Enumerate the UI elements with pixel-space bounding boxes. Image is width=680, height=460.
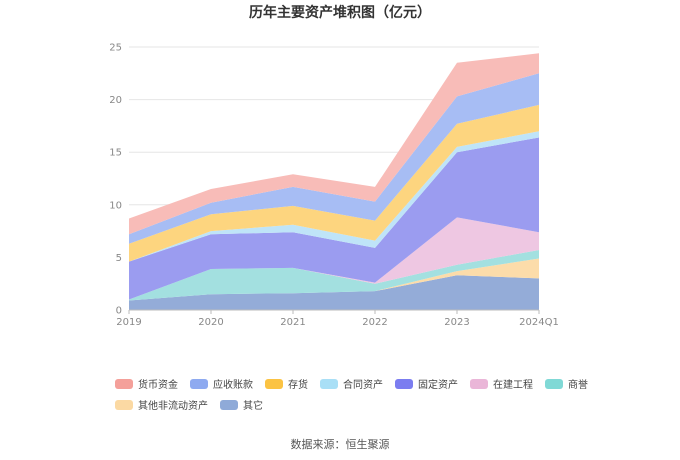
area-商誉 [129, 250, 539, 301]
x-tick-label: 2023 [444, 317, 469, 328]
legend-label: 固定资产 [418, 380, 458, 391]
legend-label: 货币资金 [138, 380, 178, 391]
stacked-area-chart: 0 5 10 15 20 25 2019 2020 2021 2022 2023 2024Q1 [109, 43, 559, 329]
x-tick-label: 2024Q1 [519, 317, 559, 328]
legend-swatch [220, 399, 238, 410]
legend-swatch [190, 378, 208, 389]
legend-label: 应收账款 [213, 380, 253, 391]
legend-item[interactable]: 在建工程 [470, 376, 533, 391]
legend-swatch [545, 378, 563, 389]
legend-item[interactable]: 其它 [220, 397, 263, 412]
x-tick-label: 2022 [362, 317, 387, 328]
legend-item[interactable]: 应收账款 [190, 376, 253, 391]
y-tick-label: 20 [109, 95, 122, 106]
y-tick-label: 15 [109, 148, 122, 159]
x-tick-label: 2021 [280, 317, 305, 328]
x-tick-label: 2019 [116, 317, 141, 328]
legend-label: 存货 [288, 380, 308, 391]
legend-item[interactable]: 其他非流动资产 [115, 397, 208, 412]
axes: 0 5 10 15 20 25 2019 2020 2021 2022 2023 2024Q1 [109, 43, 559, 329]
y-tick-label: 25 [109, 43, 122, 54]
legend-swatch [265, 378, 283, 389]
area-货币资金 [129, 53, 539, 235]
y-tick-label: 5 [116, 253, 122, 264]
legend-swatch [395, 378, 413, 389]
legend-label: 在建工程 [493, 380, 533, 391]
y-tick-label: 10 [109, 200, 122, 211]
legend-swatch [115, 378, 133, 389]
legend-item[interactable]: 货币资金 [115, 376, 178, 391]
legend-item[interactable]: 商誉 [545, 376, 588, 391]
area-固定资产 [129, 137, 539, 300]
legend-label: 商誉 [568, 380, 588, 391]
legend-swatch [115, 399, 133, 410]
legend-label: 其它 [243, 401, 263, 412]
legend-swatch [320, 378, 338, 389]
legend: 货币资金 应收账款 存货 合同资产 固定资产 在建工程 商誉其他非流动资产 其它 [115, 376, 595, 412]
x-tick-label: 2020 [198, 317, 223, 328]
area-series [129, 53, 539, 310]
legend-label: 合同资产 [343, 380, 383, 391]
legend-swatch [470, 378, 488, 389]
area-其它 [129, 275, 539, 310]
legend-label: 其他非流动资产 [138, 401, 208, 412]
legend-item[interactable]: 固定资产 [395, 376, 458, 391]
chart-title: 历年主要资产堆积图（亿元） [249, 5, 431, 21]
area-在建工程 [129, 217, 539, 300]
area-存货 [129, 104, 539, 262]
area-应收账款 [129, 73, 539, 244]
legend-item[interactable]: 存货 [265, 376, 308, 391]
area-合同资产 [129, 131, 539, 262]
y-tick-label: 0 [116, 306, 122, 317]
data-source-note: 数据来源：恒生聚源 [290, 438, 390, 451]
legend-item[interactable]: 合同资产 [320, 376, 383, 391]
